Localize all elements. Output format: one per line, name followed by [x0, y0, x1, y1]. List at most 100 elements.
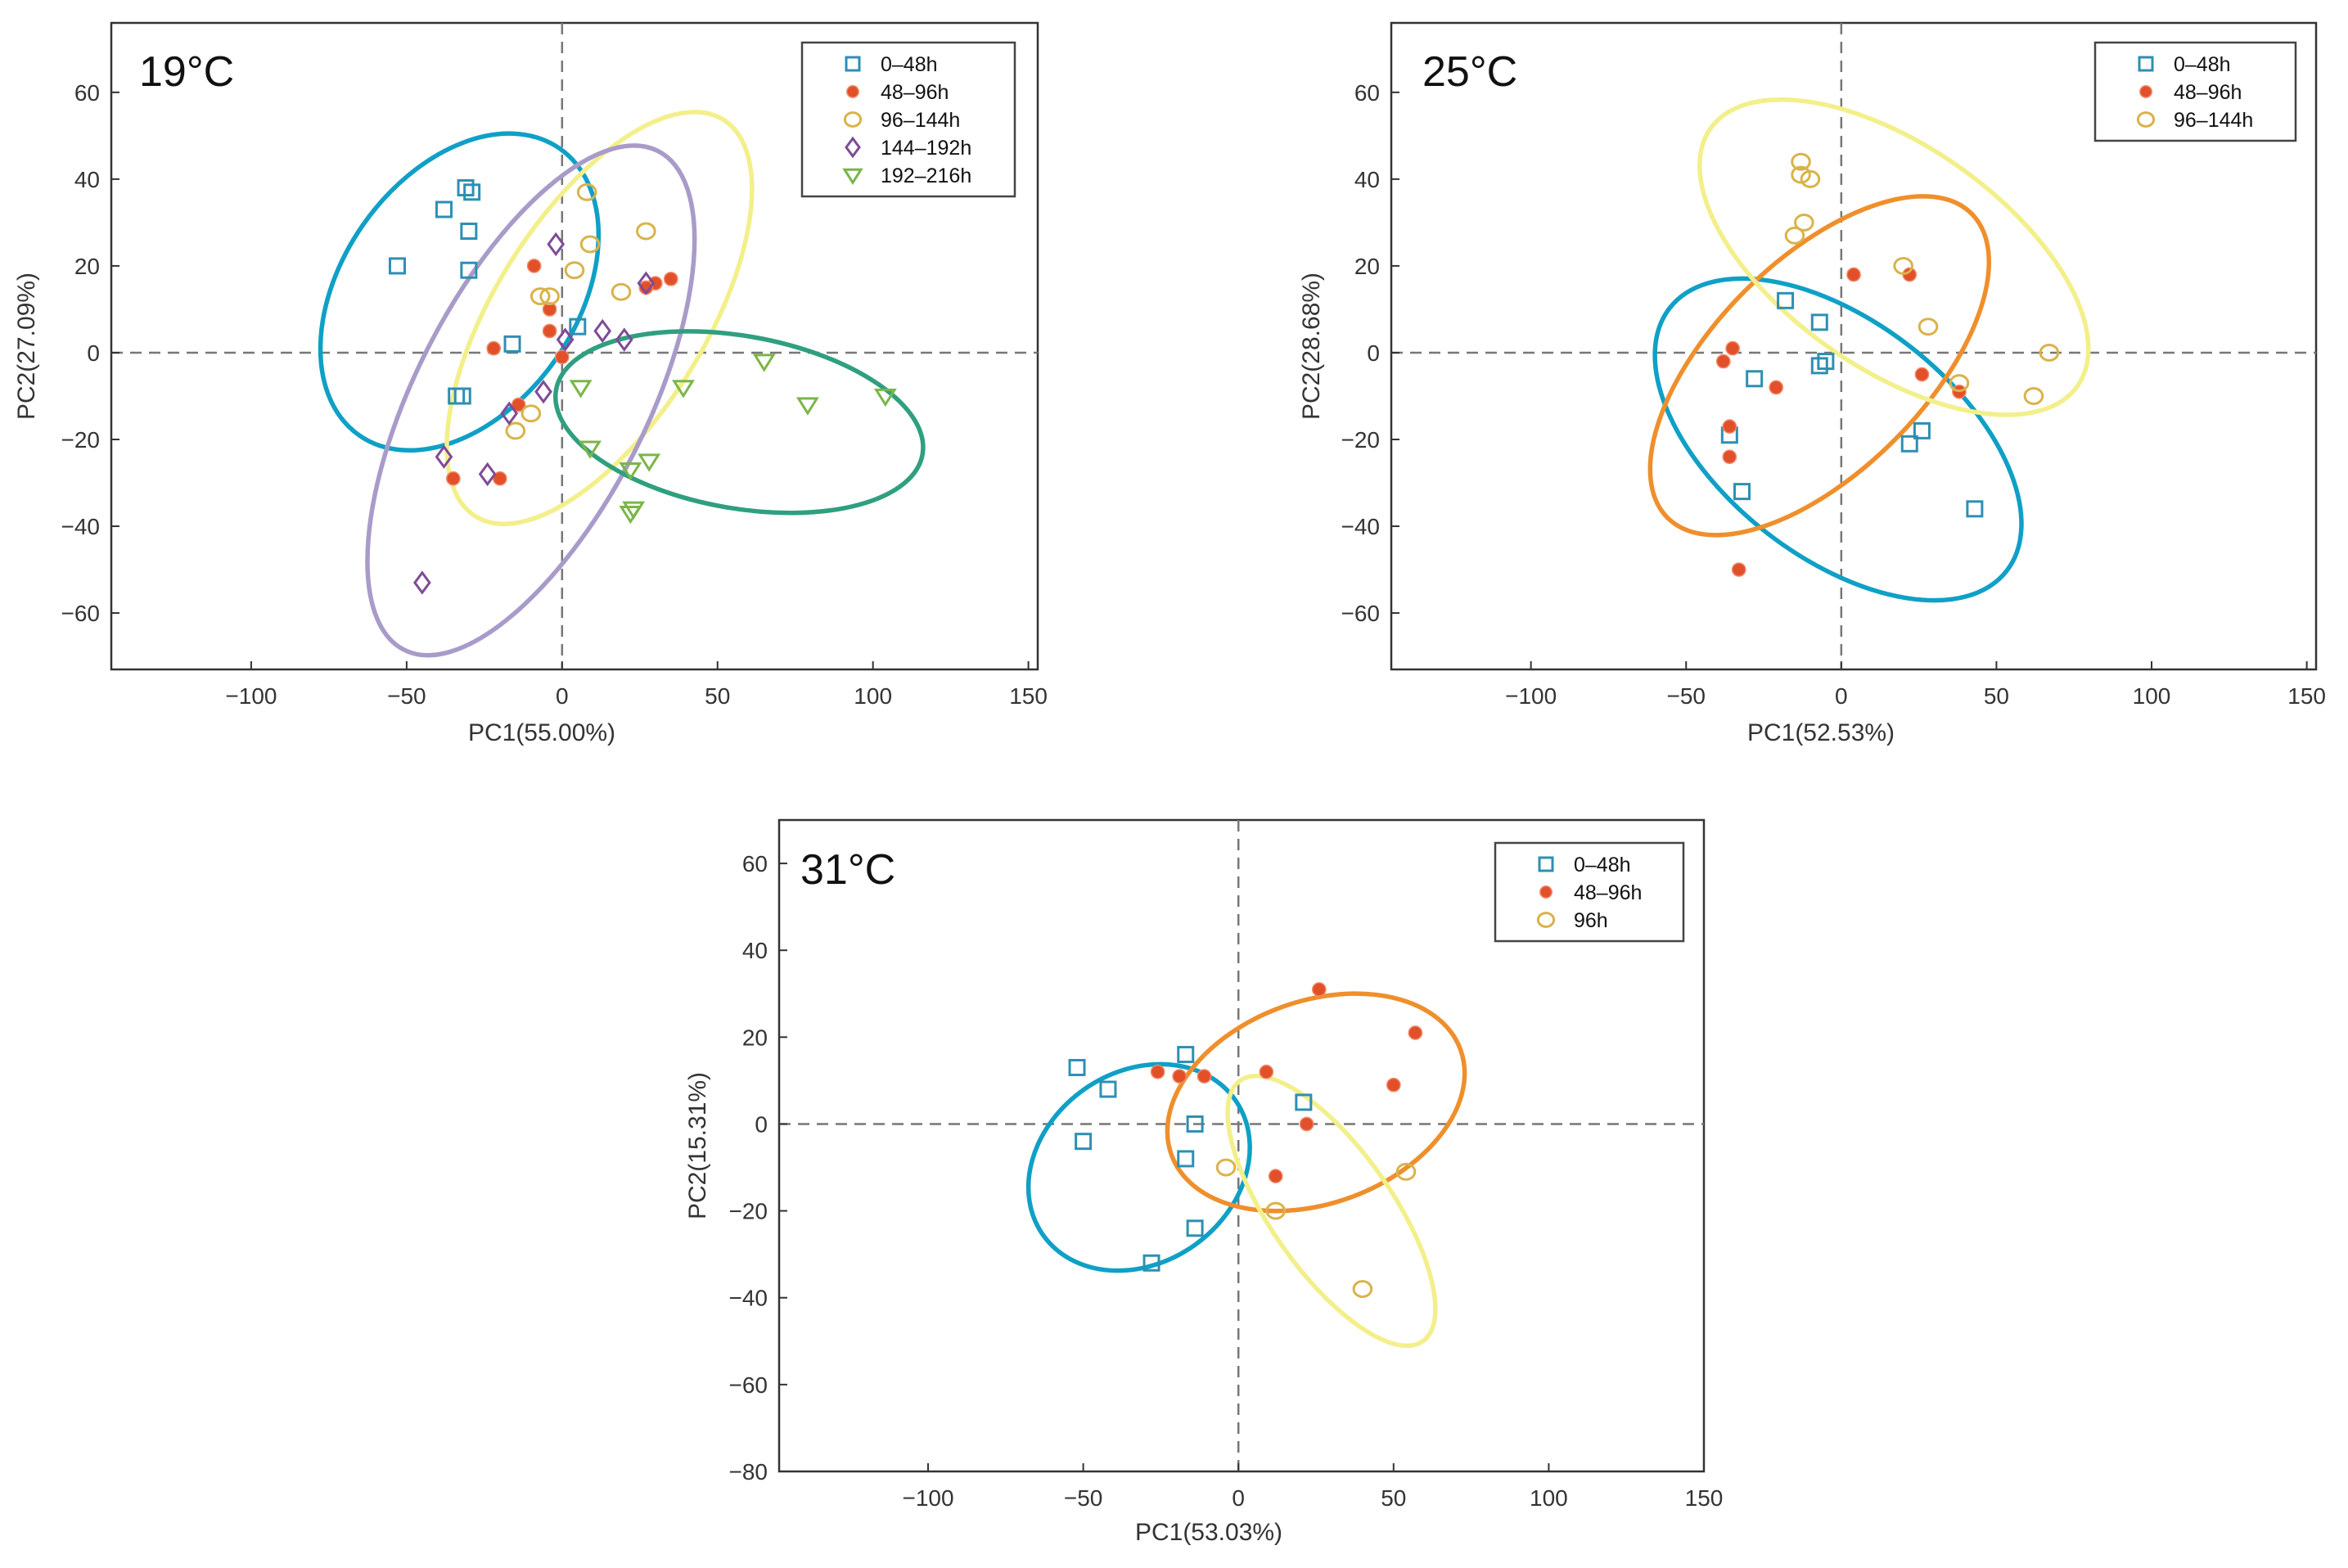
y-tick-label: −40 — [1341, 514, 1381, 539]
data-point-0-48h — [569, 318, 587, 336]
confidence-ellipse-96-144h — [1697, 97, 2091, 417]
confidence-ellipse-0-48h — [1025, 1061, 1252, 1273]
data-point-48-96h — [1197, 1069, 1212, 1084]
series-144-192h — [412, 232, 656, 595]
y-tick-label: −60 — [1341, 601, 1381, 626]
x-tick-label: −50 — [387, 683, 426, 709]
legend-label: 144–192h — [881, 137, 971, 160]
data-point-96-144h — [505, 421, 526, 440]
y-axis-label: PC2(27.09%) — [13, 273, 40, 420]
pca-plot-25c: −100 −50 0 50 100 150 −60 −40 −20 0 20 40 60 PC1(52.5… — [1298, 21, 2326, 746]
data-point-48-96h — [542, 302, 557, 317]
data-point-48-96h — [1386, 1077, 1401, 1093]
x-tick-label: 150 — [1685, 1485, 1724, 1511]
x-tick-label: 0 — [1835, 683, 1848, 709]
data-point-48-96h — [542, 323, 557, 339]
data-point-48-96h — [1914, 367, 1930, 382]
data-point-0-48h — [1186, 1115, 1204, 1133]
y-tick-label: 60 — [742, 851, 768, 876]
data-point-0-48h — [1817, 353, 1835, 371]
data-point-96-144h — [521, 404, 542, 423]
data-point-192-216h — [579, 440, 602, 459]
data-point-48-96h — [1722, 419, 1737, 434]
series-0-48h — [1720, 291, 1984, 518]
legend-label: 48–96h — [2174, 81, 2242, 104]
data-point-0-48h — [1295, 1093, 1313, 1111]
data-point-96-144h — [636, 222, 656, 241]
legend-label: 96–144h — [881, 109, 960, 132]
data-point-0-48h — [453, 387, 471, 405]
data-point-0-48h — [1186, 1219, 1204, 1237]
legend-marker-48-96h — [846, 85, 859, 98]
data-point-0-48h — [1746, 370, 1764, 388]
data-point-48-96h — [1172, 1069, 1188, 1084]
y-tick-label: −20 — [729, 1199, 768, 1224]
y-tick-label: −80 — [729, 1459, 768, 1485]
data-point-96-144h — [579, 235, 601, 254]
data-point-0-48h — [1075, 1133, 1093, 1151]
legend-marker-48-96h — [1539, 885, 1553, 899]
series-96-144h — [505, 182, 656, 440]
data-point-96-144h — [1893, 256, 1913, 275]
data-point-0-48h — [435, 201, 453, 219]
data-point-96-144h — [2039, 344, 2060, 362]
data-point-96-144h — [564, 261, 585, 280]
pca-plot-31c: −100 −50 0 50 100 150 −80 −60 −40 −20 0 20 40 60 PC1(5… — [684, 818, 1724, 1546]
data-point-96h — [1352, 1280, 1373, 1299]
data-point-48-96h — [1311, 982, 1327, 997]
data-point-144-192h — [593, 318, 612, 344]
confidence-ellipse-192-216h — [552, 329, 926, 516]
confidence-ellipse-0-48h — [1652, 276, 2024, 603]
y-axis-label: PC2(15.31%) — [684, 1072, 711, 1219]
data-point-48-96h — [1715, 354, 1731, 369]
y-tick-label: 40 — [1354, 167, 1380, 192]
series-96-144h — [1784, 152, 2060, 405]
x-tick-label: −100 — [1505, 683, 1557, 709]
x-tick-label: 0 — [556, 683, 569, 709]
data-point-144-192h — [556, 327, 575, 352]
data-point-144-192h — [637, 271, 656, 295]
data-point-48-96h — [492, 471, 507, 486]
data-point-48-96h — [1150, 1064, 1165, 1079]
data-point-0-48h — [460, 222, 478, 240]
x-axis-label: PC1(55.00%) — [468, 719, 615, 746]
legend-label: 96–144h — [2174, 109, 2253, 132]
x-tick-label: −50 — [1064, 1485, 1103, 1511]
data-point-144-192h — [412, 570, 431, 595]
y-tick-label: −20 — [61, 427, 101, 453]
data-point-48-96h — [1408, 1025, 1423, 1040]
x-axis-label: PC1(53.03%) — [1135, 1519, 1282, 1546]
data-point-96-144h — [1949, 374, 1970, 393]
y-tick-label: 20 — [74, 254, 100, 279]
x-tick-label: 50 — [705, 683, 730, 709]
y-tick-label: 0 — [1367, 340, 1380, 366]
data-point-192-216h — [619, 462, 642, 481]
data-point-0-48h — [388, 257, 406, 275]
data-point-192-216h — [619, 505, 642, 525]
data-point-48-96h — [486, 340, 502, 356]
data-point-48-96h — [1268, 1169, 1283, 1183]
data-point-144-192h — [478, 462, 497, 487]
x-tick-label: 100 — [2133, 683, 2171, 709]
y-tick-label: −40 — [61, 514, 101, 539]
x-tick-label: 100 — [854, 683, 892, 709]
data-point-96h — [1265, 1201, 1287, 1220]
legend-marker-48-96h — [2139, 85, 2152, 98]
y-tick-label: −20 — [1341, 427, 1381, 453]
data-point-192-216h — [873, 388, 897, 408]
panel-31c: −100 −50 0 50 100 150 −80 −60 −40 −20 0 20 40 60 PC1(5… — [671, 786, 1760, 1564]
legend-marker-144-192h — [845, 136, 861, 159]
y-tick-label: −40 — [729, 1286, 768, 1311]
legend-marker-0-48h — [845, 56, 861, 72]
data-point-96-144h — [1791, 152, 1811, 171]
data-point-96h — [1395, 1162, 1417, 1181]
data-point-48-96h — [1846, 267, 1861, 282]
y-tick-label: 20 — [1354, 254, 1380, 279]
y-tick-label: −60 — [61, 601, 101, 626]
data-point-0-48h — [1810, 313, 1828, 331]
x-tick-label: 150 — [2287, 683, 2326, 709]
confidence-ellipse-96h — [1225, 1074, 1438, 1349]
y-tick-label: 0 — [755, 1111, 768, 1137]
legend-label: 48–96h — [881, 81, 949, 104]
data-point-0-48h — [1099, 1080, 1117, 1098]
